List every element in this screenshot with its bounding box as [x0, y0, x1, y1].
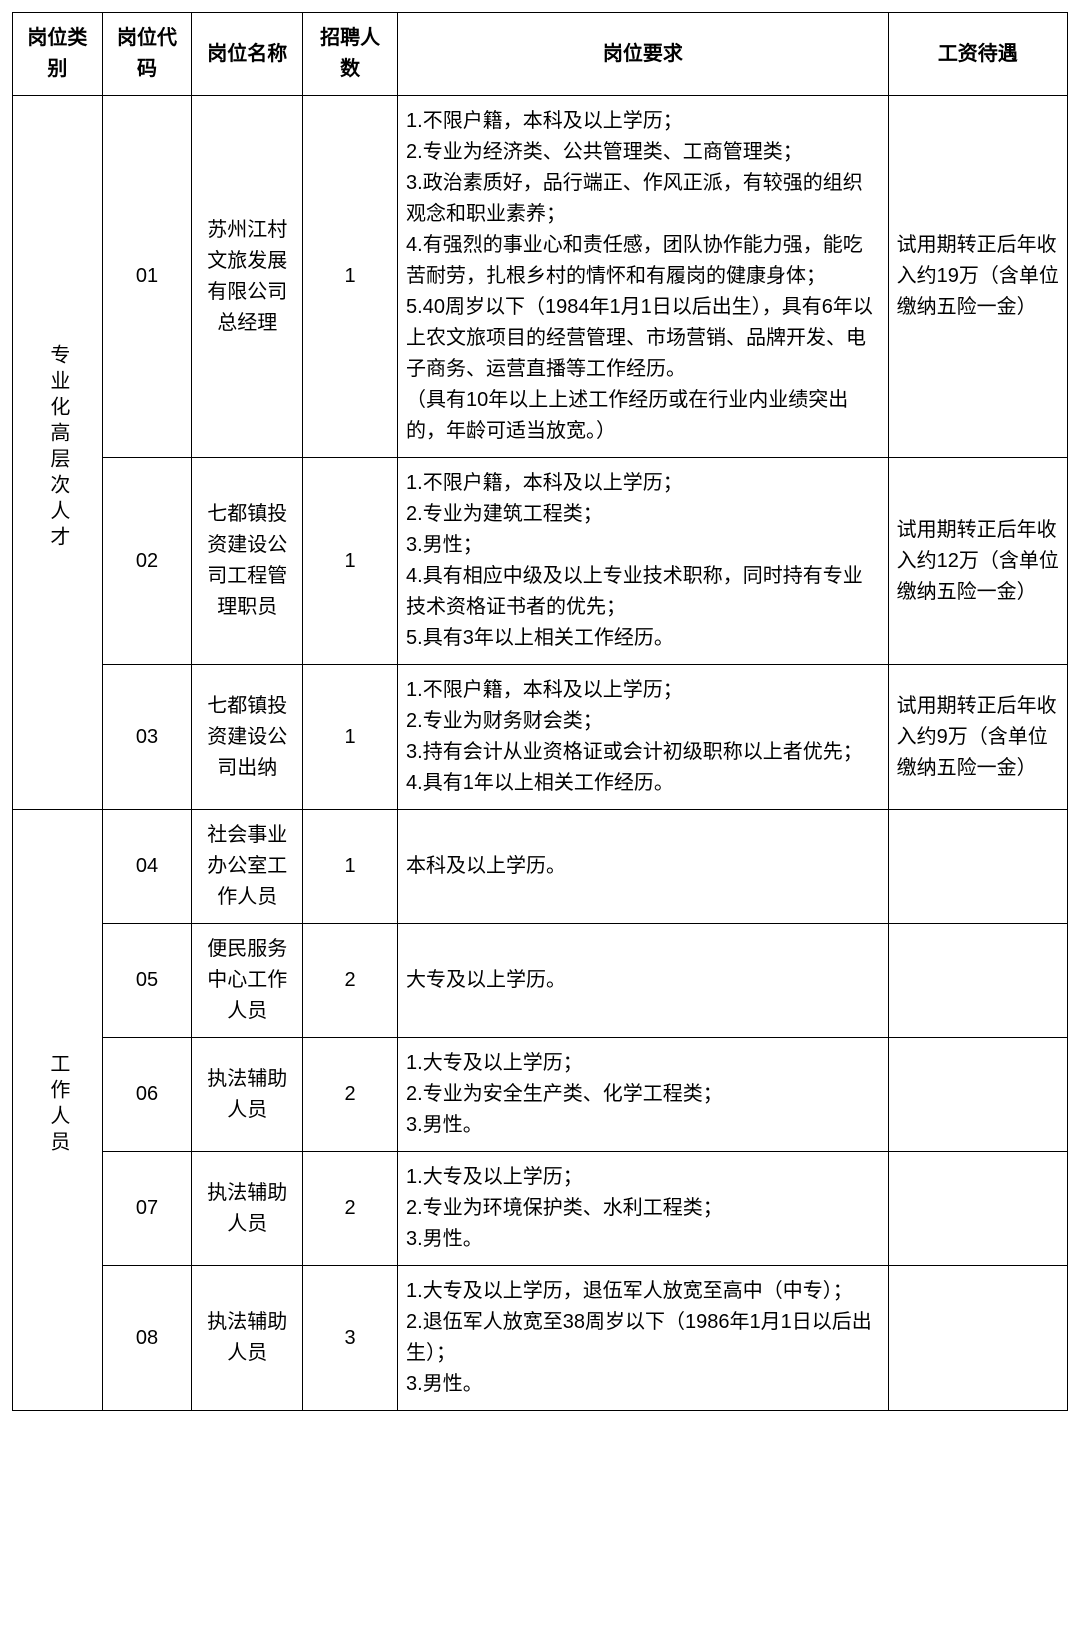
cell-code: 03	[102, 665, 192, 810]
col-code: 岗位代码	[102, 13, 192, 96]
cell-name: 执法辅助人员	[192, 1038, 303, 1152]
cell-name: 执法辅助人员	[192, 1266, 303, 1411]
cell-name: 苏州江村文旅发展有限公司总经理	[192, 96, 303, 458]
cell-requirements: 1.不限户籍，本科及以上学历； 2.专业为经济类、公共管理类、工商管理类； 3.…	[398, 96, 889, 458]
cell-count: 1	[303, 810, 398, 924]
cell-name: 执法辅助人员	[192, 1152, 303, 1266]
cell-requirements: 大专及以上学历。	[398, 924, 889, 1038]
cell-salary	[888, 810, 1067, 924]
table-row: 08执法辅助人员31.大专及以上学历，退伍军人放宽至高中（中专）； 2.退伍军人…	[13, 1266, 1068, 1411]
cell-salary	[888, 1152, 1067, 1266]
cell-requirements: 1.大专及以上学历，退伍军人放宽至高中（中专）； 2.退伍军人放宽至38周岁以下…	[398, 1266, 889, 1411]
cell-name: 社会事业办公室工作人员	[192, 810, 303, 924]
cell-requirements: 1.大专及以上学历； 2.专业为环境保护类、水利工程类； 3.男性。	[398, 1152, 889, 1266]
table-row: 07执法辅助人员21.大专及以上学历； 2.专业为环境保护类、水利工程类； 3.…	[13, 1152, 1068, 1266]
cell-requirements: 1.大专及以上学历； 2.专业为安全生产类、化学工程类； 3.男性。	[398, 1038, 889, 1152]
col-requirements: 岗位要求	[398, 13, 889, 96]
cell-salary	[888, 1038, 1067, 1152]
cell-category: 专业化高层次人才	[13, 96, 103, 810]
cell-count: 2	[303, 924, 398, 1038]
col-name: 岗位名称	[192, 13, 303, 96]
cell-count: 1	[303, 665, 398, 810]
category-label: 工作人员	[42, 1053, 73, 1157]
cell-salary	[888, 924, 1067, 1038]
cell-name: 便民服务中心工作人员	[192, 924, 303, 1038]
cell-code: 07	[102, 1152, 192, 1266]
cell-code: 08	[102, 1266, 192, 1411]
cell-salary: 试用期转正后年收入约19万（含单位缴纳五险一金）	[888, 96, 1067, 458]
col-count: 招聘人数	[303, 13, 398, 96]
recruitment-table: 岗位类别 岗位代码 岗位名称 招聘人数 岗位要求 工资待遇 专业化高层次人才01…	[12, 12, 1068, 1411]
table-row: 工作人员04社会事业办公室工作人员1本科及以上学历。	[13, 810, 1068, 924]
cell-code: 04	[102, 810, 192, 924]
cell-requirements: 1.不限户籍，本科及以上学历； 2.专业为建筑工程类； 3.男性； 4.具有相应…	[398, 458, 889, 665]
cell-salary: 试用期转正后年收入约12万（含单位缴纳五险一金）	[888, 458, 1067, 665]
cell-count: 2	[303, 1038, 398, 1152]
table-body: 专业化高层次人才01苏州江村文旅发展有限公司总经理11.不限户籍，本科及以上学历…	[13, 96, 1068, 1411]
cell-code: 01	[102, 96, 192, 458]
cell-name: 七都镇投资建设公司工程管理职员	[192, 458, 303, 665]
cell-code: 02	[102, 458, 192, 665]
cell-count: 2	[303, 1152, 398, 1266]
category-label: 专业化高层次人才	[42, 344, 73, 552]
cell-count: 3	[303, 1266, 398, 1411]
cell-count: 1	[303, 458, 398, 665]
cell-count: 1	[303, 96, 398, 458]
cell-salary: 试用期转正后年收入约9万（含单位缴纳五险一金）	[888, 665, 1067, 810]
table-row: 06执法辅助人员21.大专及以上学历； 2.专业为安全生产类、化学工程类； 3.…	[13, 1038, 1068, 1152]
col-category: 岗位类别	[13, 13, 103, 96]
col-salary: 工资待遇	[888, 13, 1067, 96]
cell-name: 七都镇投资建设公司出纳	[192, 665, 303, 810]
table-row: 05便民服务中心工作人员2大专及以上学历。	[13, 924, 1068, 1038]
cell-category: 工作人员	[13, 810, 103, 1411]
cell-code: 06	[102, 1038, 192, 1152]
cell-salary	[888, 1266, 1067, 1411]
cell-code: 05	[102, 924, 192, 1038]
cell-requirements: 1.不限户籍，本科及以上学历； 2.专业为财务财会类； 3.持有会计从业资格证或…	[398, 665, 889, 810]
table-row: 02七都镇投资建设公司工程管理职员11.不限户籍，本科及以上学历； 2.专业为建…	[13, 458, 1068, 665]
table-row: 专业化高层次人才01苏州江村文旅发展有限公司总经理11.不限户籍，本科及以上学历…	[13, 96, 1068, 458]
cell-requirements: 本科及以上学历。	[398, 810, 889, 924]
table-row: 03七都镇投资建设公司出纳11.不限户籍，本科及以上学历； 2.专业为财务财会类…	[13, 665, 1068, 810]
table-header: 岗位类别 岗位代码 岗位名称 招聘人数 岗位要求 工资待遇	[13, 13, 1068, 96]
